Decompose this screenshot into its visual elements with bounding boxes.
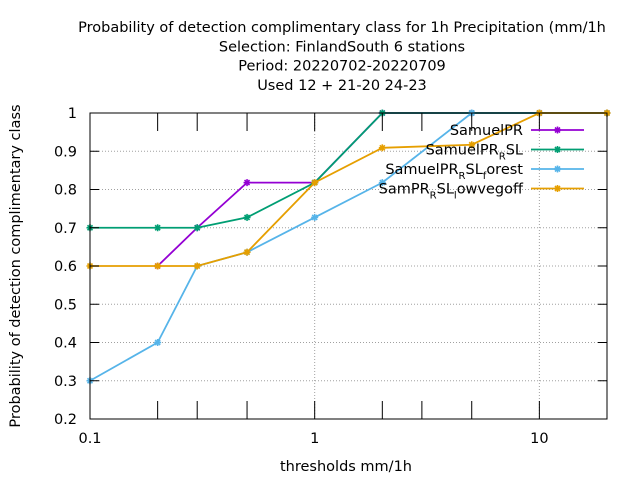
- legend-label: SamuelPRRSLforest: [385, 162, 523, 182]
- data-point: [243, 213, 251, 221]
- legend-swatch-marker: [554, 165, 561, 173]
- data-point: [378, 144, 386, 152]
- axis-ticks: [89, 112, 608, 420]
- x-axis-label: thresholds mm/1h: [280, 459, 412, 475]
- y-tick-label: 0.5: [54, 297, 77, 313]
- data-point: [193, 262, 201, 270]
- y-tick-label: 0.2: [54, 412, 77, 428]
- legend-item-2: SamuelPRRSL: [426, 143, 584, 163]
- x-tick-label: 0.1: [78, 431, 101, 447]
- legend-swatch-marker: [554, 146, 561, 153]
- data-point: [243, 179, 251, 187]
- data-point: [243, 248, 251, 256]
- data-point: [311, 179, 319, 187]
- data-point: [378, 179, 386, 187]
- legend-item-1: SamuelPR: [450, 123, 584, 139]
- y-axis-label: Probability of detection complimentary c…: [8, 104, 24, 427]
- series-line: [90, 112, 607, 229]
- y-tick-label: 0.7: [54, 221, 77, 237]
- title-line-1: Probability of detection complimentary c…: [78, 20, 606, 36]
- y-tick-label: 0.9: [54, 144, 77, 160]
- y-tick-label: 0.4: [54, 336, 77, 352]
- series-3: [86, 109, 476, 385]
- data-point: [311, 213, 319, 221]
- legend-label: SamuelPRRSL: [426, 143, 523, 163]
- x-tick-label: 10: [530, 431, 548, 447]
- legend: SamuelPR SamuelPRRSLSamuelPRRSLforestSamP…: [379, 123, 584, 202]
- data-point: [154, 339, 162, 346]
- legend-swatch-marker: [554, 185, 561, 192]
- x-tick-labels: 0.1 1 10: [78, 431, 548, 447]
- series-lines: [86, 109, 611, 385]
- x-tick-label: 1: [310, 431, 319, 447]
- y-tick-label: 0.6: [54, 259, 77, 275]
- chart-title: Probability of detection complimentary c…: [78, 20, 606, 94]
- data-point: [468, 141, 476, 149]
- title-line-4: Used 12 + 21-20 24-23: [257, 78, 427, 94]
- data-point: [154, 262, 162, 270]
- y-tick-labels: 0.2 0.3 0.4 0.5 0.6 0.7 0.8 0.9 1: [54, 106, 77, 428]
- y-tick-label: 0.8: [54, 183, 77, 199]
- legend-item-4: SamPRRSLlowvegoff: [379, 182, 584, 202]
- title-line-3: Period: 20220702-20220709: [238, 59, 446, 75]
- y-tick-label: 0.3: [54, 374, 77, 390]
- y-tick-label: 1: [68, 106, 77, 122]
- legend-swatch-marker: [554, 126, 561, 134]
- data-point: [193, 224, 201, 232]
- series-line: [89, 112, 473, 382]
- grid: [90, 113, 607, 419]
- legend-label: SamPRRSLlowvegoff: [379, 182, 524, 202]
- data-point: [154, 224, 162, 232]
- series-2: [86, 109, 611, 232]
- legend-item-3: SamuelPRRSLforest: [385, 162, 584, 182]
- legend-label: SamuelPR: [450, 123, 523, 139]
- title-line-2: Selection: FinlandSouth 6 stations: [219, 39, 465, 55]
